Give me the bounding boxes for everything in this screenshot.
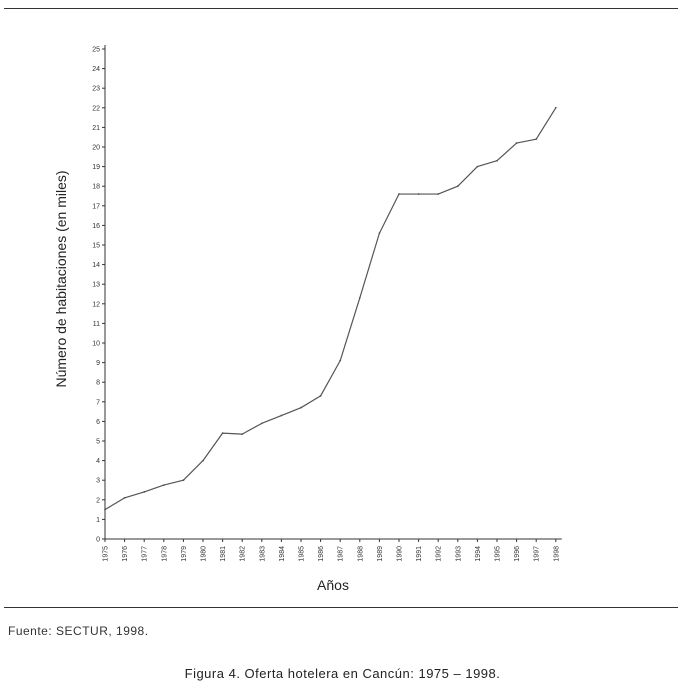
data-point [104, 508, 106, 511]
x-tick-label: 1985 [299, 546, 306, 562]
y-tick-label: 13 [92, 282, 100, 289]
y-tick-label: 1 [96, 517, 100, 524]
series-line [104, 107, 557, 511]
y-axis-ticks: 0123456789101112131415161718192021222324… [92, 47, 105, 544]
x-axis-title: Años [317, 577, 349, 593]
y-tick-label: 20 [92, 145, 100, 152]
series-group [104, 106, 557, 511]
data-point [260, 422, 263, 425]
y-tick-label: 2 [96, 497, 100, 504]
x-axis-ticks: 1975 1976 1977 1978 1979 1980 1981 1982 1983 1984… [103, 539, 560, 562]
x-tick-label: 1986 [318, 546, 325, 562]
x-tick-label: 1981 [220, 546, 227, 562]
x-tick-label: 1978 [161, 546, 168, 562]
y-tick-label: 19 [92, 164, 100, 171]
data-point [358, 297, 361, 299]
data-point [202, 459, 204, 462]
y-tick-label: 12 [92, 301, 100, 308]
x-tick-label: 1997 [534, 546, 541, 562]
x-tick-label: 1995 [495, 546, 502, 562]
y-tick-label: 8 [96, 380, 100, 387]
x-tick-label: 1983 [259, 546, 266, 562]
x-tick-label: 1976 [122, 546, 129, 562]
y-axis-title: Número de habitaciones (en miles) [53, 170, 69, 387]
x-tick-label: 1996 [514, 546, 521, 562]
data-point [221, 432, 224, 435]
y-tick-label: 14 [92, 262, 100, 269]
line-chart: 0123456789101112131415161718192021222324… [53, 45, 562, 593]
y-tick-label: 22 [92, 105, 100, 112]
data-point [143, 491, 146, 493]
data-point [182, 479, 185, 482]
y-tick-label: 25 [92, 47, 100, 54]
y-tick-label: 5 [96, 439, 100, 446]
x-tick-label: 1998 [553, 546, 560, 562]
y-tick-label: 24 [92, 66, 100, 73]
y-tick-label: 9 [96, 360, 100, 367]
y-tick-label: 6 [96, 419, 100, 426]
x-tick-label: 1977 [142, 546, 149, 562]
chart-frame: 0 1 2 3 4 5 6 7 8 9 10 11 12 13 14 15 16 17 18 19 20 21 22 23 24… [4, 8, 678, 608]
x-tick-label: 1982 [240, 546, 247, 562]
data-point [515, 142, 518, 144]
x-tick-label: 1988 [357, 546, 364, 562]
data-point [456, 185, 459, 188]
y-tick-label: 16 [92, 223, 100, 230]
source-note: Fuente: SECTUR, 1998. [8, 624, 149, 638]
y-tick-label: 4 [96, 458, 100, 465]
x-tick-label: 1987 [338, 546, 345, 562]
y-tick-label: 15 [92, 243, 100, 250]
y-tick-label: 10 [92, 341, 100, 348]
x-tick-label: 1975 [103, 546, 110, 562]
x-tick-label: 1980 [201, 546, 208, 562]
data-point [300, 406, 302, 409]
data-point [280, 414, 283, 417]
x-tick-label: 1990 [397, 546, 404, 562]
x-tick-label: 1984 [279, 546, 286, 562]
data-point [554, 106, 557, 109]
y-tick-label: 0 [96, 537, 100, 544]
data-point [496, 159, 498, 162]
figure-caption: Figura 4. Oferta hotelera en Cancún: 197… [184, 666, 501, 681]
y-tick-label: 11 [93, 321, 100, 328]
data-point [162, 484, 165, 486]
data-point [417, 193, 420, 195]
x-tick-label: 1989 [377, 546, 384, 562]
data-point [398, 193, 400, 195]
data-point [123, 496, 126, 499]
x-tick-label: 1991 [416, 546, 423, 562]
data-point [241, 433, 244, 436]
y-tick-label: 21 [92, 125, 100, 132]
data-point [535, 138, 538, 141]
data-point [378, 232, 381, 235]
y-tick-label: 17 [92, 203, 100, 210]
y-tick-label: 23 [92, 86, 100, 93]
y-tick-label: 18 [92, 184, 100, 191]
data-point [437, 193, 440, 195]
data-point [319, 395, 322, 397]
x-tick-label: 1979 [181, 546, 188, 562]
x-tick-label: 1993 [455, 546, 462, 562]
x-tick-label: 1994 [475, 546, 482, 562]
y-tick-label: 7 [96, 399, 100, 406]
y-tick-label: 3 [96, 478, 100, 485]
x-tick-label: 1992 [436, 546, 443, 562]
data-point [476, 165, 479, 168]
data-point [339, 359, 342, 362]
